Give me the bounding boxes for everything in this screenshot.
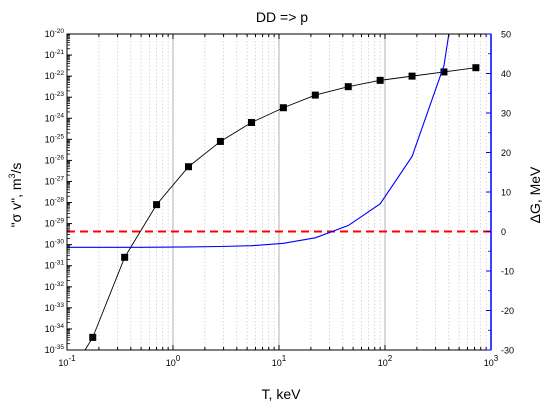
axis-layer: 10-1 100 101 102 10310-3510-3410-3310-3210-3…: [45, 28, 514, 368]
y-tick-label: 10-28: [45, 197, 65, 208]
y-tick-label: 10-33: [45, 302, 65, 313]
y-tick-label: 10-25: [45, 133, 65, 144]
y-axis-title: "σ v", m3/s: [7, 163, 24, 228]
sigma-v-data-point: [311, 91, 319, 99]
y-axis-title-suffix: /s: [8, 163, 24, 174]
sigma-v-data-point: [344, 83, 352, 91]
sigma-v-data-point: [89, 333, 97, 341]
x-tick-label: 10-1: [58, 354, 76, 368]
y-tick-label: 10-22: [45, 70, 65, 81]
y2-tick-label: 50: [501, 30, 511, 40]
y2-tick-label: -30: [501, 346, 514, 356]
y2-tick-label: 40: [501, 69, 511, 79]
sigma-v-data-point: [376, 76, 384, 84]
chart-title: DD => p: [256, 9, 308, 25]
sigma-v-data-point: [216, 137, 224, 145]
y-tick-label: 10-23: [45, 91, 65, 102]
sigma-v-data-point: [121, 253, 129, 261]
sigma-v-data-point: [153, 201, 161, 209]
x-tick-label: 102: [378, 354, 393, 368]
y2-tick-label: 10: [501, 188, 511, 198]
sigma-v-data-point: [247, 118, 255, 126]
x-axis-title: T, keV: [262, 386, 302, 402]
sigma-v-data-point: [184, 163, 192, 171]
y-tick-label: 10-24: [45, 112, 65, 123]
sigma-v-data-point: [440, 68, 448, 76]
sigma-v-data-point: [472, 64, 480, 72]
y2-tick-label: 0: [501, 227, 506, 237]
sigma-v-data-point: [279, 104, 287, 112]
x-tick-label: 100: [166, 354, 181, 368]
sigma-v-series-line: [84, 67, 476, 350]
y-axis-title-sup: 3: [7, 173, 17, 178]
y-tick-label: 10-29: [45, 218, 65, 229]
y-tick-label: 10-27: [45, 175, 65, 186]
y2-axis-title: ΔG, MeV: [527, 166, 543, 223]
y-tick-label: 10-20: [45, 28, 65, 39]
y-tick-label: 10-30: [45, 239, 65, 250]
x-tick-label: 101: [272, 354, 287, 368]
y-tick-label: 10-26: [45, 154, 65, 165]
grid-layer: [98, 34, 487, 350]
y-axis-title-prefix: "σ v", m: [8, 178, 24, 227]
y-tick-label: 10-34: [45, 323, 65, 334]
x-tick-label: 103: [484, 354, 499, 368]
sigma-v-data-point: [408, 72, 416, 80]
y2-tick-label: 20: [501, 148, 511, 158]
y2-tick-label: -20: [501, 306, 514, 316]
delta-g-series-line: [67, 34, 450, 248]
series-layer: [67, 34, 491, 350]
y-tick-label: 10-21: [45, 49, 65, 60]
y2-tick-label: 30: [501, 109, 511, 119]
y2-tick-label: -10: [501, 267, 514, 277]
y-tick-label: 10-32: [45, 281, 65, 292]
y-tick-label: 10-31: [45, 260, 65, 271]
y-tick-label: 10-35: [45, 344, 65, 355]
